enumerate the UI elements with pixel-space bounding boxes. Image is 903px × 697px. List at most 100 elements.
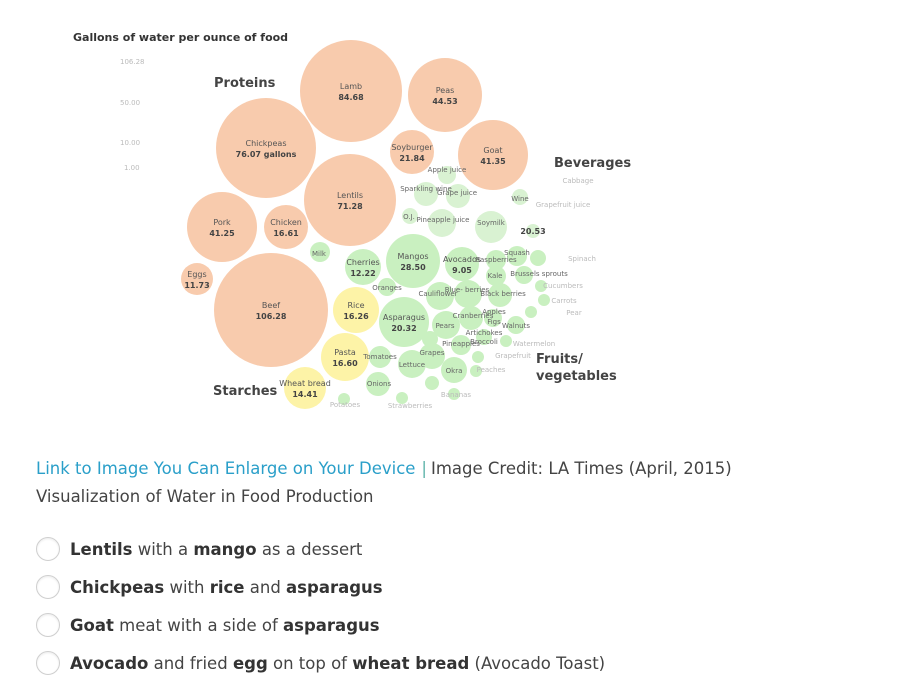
produce-label: Pear xyxy=(566,309,582,317)
scale-label: 10.00 xyxy=(120,139,140,147)
answer-option-opt2[interactable]: Chickpeas with rice and asparagus xyxy=(36,568,605,606)
produce-bubble xyxy=(396,392,408,404)
bubble-rice: Rice 16.26 xyxy=(333,287,379,333)
bubble-circle xyxy=(458,120,528,190)
produce-label: Tomatoes xyxy=(362,353,397,361)
produce-bubble xyxy=(432,311,460,339)
option-keyword: rice xyxy=(209,577,245,597)
radio-button[interactable] xyxy=(36,613,60,637)
produce-bubble xyxy=(535,280,547,292)
produce-bubble xyxy=(484,309,502,327)
bubble-value: 41.35 xyxy=(480,157,506,166)
scale-label: 1.00 xyxy=(124,164,140,172)
bubble-value: 41.25 xyxy=(209,229,235,238)
bubble-eggs: Eggs 11.73 xyxy=(181,263,213,295)
scale-legend: 106.28 50.00 10.00 1.00 xyxy=(120,58,145,172)
bubble-value: 76.07 gallons xyxy=(236,150,297,159)
produce-bubble xyxy=(500,335,512,347)
bubble-circle xyxy=(214,253,328,367)
bubble-value: 11.73 xyxy=(184,281,209,290)
produce-bubble xyxy=(507,246,527,266)
produce-label: Soymilk xyxy=(477,219,506,227)
radio-button[interactable] xyxy=(36,575,60,599)
radio-button[interactable] xyxy=(36,651,60,675)
bubble-lamb: Lamb 84.68 xyxy=(300,40,402,142)
option-text: and fried xyxy=(148,653,233,673)
produce-label: Broccoli xyxy=(470,338,498,346)
answer-option-opt3[interactable]: Goat meat with a side of asparagus xyxy=(36,606,605,644)
answer-option-opt1[interactable]: Lentils with a mango as a dessert xyxy=(36,530,605,568)
produce-bubble xyxy=(538,294,550,306)
produce-bubble xyxy=(448,388,460,400)
produce-bubble xyxy=(486,250,506,270)
produce-label: Wine xyxy=(511,195,528,203)
bubble-value: 44.53 xyxy=(432,97,457,106)
produce-label: Black berries xyxy=(480,290,526,298)
produce-bubble xyxy=(526,224,540,238)
bubble-circle xyxy=(284,367,326,409)
produce-label: Squash xyxy=(504,249,530,257)
bubble-value: 106.28 xyxy=(256,312,287,321)
radio-button[interactable] xyxy=(36,537,60,561)
produce-label: Pears xyxy=(435,322,454,330)
produce-label: Grapes xyxy=(420,349,445,357)
bubble-name: Lentils xyxy=(337,191,363,200)
produce-bubble xyxy=(475,211,507,243)
bubble-circle xyxy=(390,130,434,174)
bubble-circle xyxy=(445,247,479,281)
option-label: Avocado and fried egg on top of wheat br… xyxy=(70,654,605,673)
bubble-value: 16.60 xyxy=(332,359,358,368)
produce-label: Watermelon xyxy=(513,340,555,348)
bubble-name: Peas xyxy=(436,86,455,95)
option-text: meat with a side of xyxy=(113,615,284,635)
caption-separator: | xyxy=(421,459,427,478)
produce-label: Milk xyxy=(312,250,327,258)
produce-label: Grapefruit juice xyxy=(536,201,591,209)
bubble-name: Rice xyxy=(347,301,364,310)
produce-bubble xyxy=(438,166,456,184)
bubble-value: 71.28 xyxy=(337,202,363,211)
option-keyword: Goat xyxy=(70,615,114,635)
bubble-circle xyxy=(304,154,396,246)
produce-label: Pineapple juice xyxy=(417,216,470,224)
bubble-circle xyxy=(216,98,316,198)
bubble-name: Eggs xyxy=(187,270,206,279)
bubble-circle xyxy=(321,333,369,381)
produce-label: Lettuce xyxy=(399,361,425,369)
produce-bubble xyxy=(398,350,426,378)
option-keyword: mango xyxy=(193,539,257,559)
produce-bubble xyxy=(507,316,525,334)
produce-bubble xyxy=(402,208,418,224)
bubble-name: Asparagus xyxy=(383,313,425,322)
produce-bubble xyxy=(310,242,330,262)
produce-label: Cranberries xyxy=(453,312,494,320)
produce-label: Oranges xyxy=(372,284,402,292)
bubble-mangos: Mangos 28.50 xyxy=(386,234,440,288)
bubble-value: 16.61 xyxy=(273,229,299,238)
produce-bubble xyxy=(454,280,482,308)
bubble-peas: Peas 44.53 xyxy=(408,58,482,132)
enlarge-image-link[interactable]: Link to Image You Can Enlarge on Your De… xyxy=(36,459,416,478)
bubble-value: 12.22 xyxy=(350,269,375,278)
caption-subtitle: Visualization of Water in Food Productio… xyxy=(36,487,374,506)
produce-bubble xyxy=(459,306,483,330)
answer-option-opt4[interactable]: Avocado and fried egg on top of wheat br… xyxy=(36,644,605,682)
bubble-circle xyxy=(408,58,482,132)
group-label-fruits-vegetables-line1: Fruits/ xyxy=(536,352,583,367)
produce-bubble xyxy=(530,250,546,266)
produce-label: Apples xyxy=(482,308,506,316)
bubble-circle xyxy=(333,287,379,333)
produce-bubble xyxy=(426,282,454,310)
bubble-name: Wheat bread xyxy=(279,379,331,388)
produce-label: Figs xyxy=(487,318,501,326)
bubble-name: Pasta xyxy=(334,348,356,357)
produce-label: Kale xyxy=(487,272,502,280)
scale-label: 106.28 xyxy=(120,58,145,66)
bubble-name: Cherries xyxy=(346,258,379,267)
produce-label: Raspberries xyxy=(475,256,517,264)
produce-bubble xyxy=(486,266,506,286)
bubble-value: 16.26 xyxy=(343,312,369,321)
produce-bubble xyxy=(366,372,390,396)
figure-title: Gallons of water per ounce of food xyxy=(73,31,288,44)
option-text: with xyxy=(164,577,210,597)
